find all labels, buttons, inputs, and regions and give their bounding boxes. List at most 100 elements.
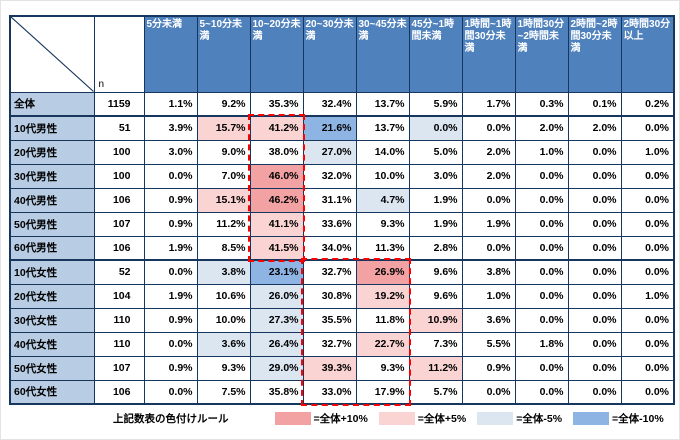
- value-cell: 0.0%: [567, 283, 622, 309]
- value-cell: 1.8%: [514, 331, 569, 357]
- legend-item: =全体-5%: [477, 411, 562, 426]
- value-cell: 0.2%: [620, 91, 675, 117]
- table-row: 50代女性 107 0.9% 9.3% 29.0% 39.3% 9.3% 11.2% 0.9% 0…: [9, 355, 675, 381]
- value-cell: 2.0%: [567, 115, 622, 141]
- value-cell: 2.0%: [461, 139, 516, 165]
- value-cell: 21.6%: [302, 115, 357, 141]
- value-cell: 0.0%: [567, 211, 622, 237]
- value-cell: 33.6%: [302, 211, 357, 237]
- value-cell: 9.3%: [355, 211, 410, 237]
- n-column-header: n: [93, 15, 145, 93]
- diagonal-header-cell: [9, 15, 95, 93]
- value-cell: 13.7%: [355, 115, 410, 141]
- value-cell: 0.0%: [567, 379, 622, 405]
- legend-item-label: =全体+10%: [313, 413, 368, 425]
- value-cell: 0.0%: [143, 379, 198, 405]
- n-value: 106: [93, 235, 145, 261]
- legend-item-label: =全体-5%: [516, 413, 563, 425]
- value-cell: 5.7%: [408, 379, 463, 405]
- value-cell: 27.3%: [249, 307, 304, 333]
- value-cell: 32.7%: [302, 331, 357, 357]
- value-cell: 0.0%: [408, 115, 463, 141]
- value-cell: 17.9%: [355, 379, 410, 405]
- value-cell: 1.7%: [461, 91, 516, 117]
- value-cell: 41.5%: [249, 235, 304, 261]
- legend-item: =全体+10%: [274, 411, 368, 426]
- table-row: 40代男性 106 0.9% 15.1% 46.2% 31.1% 4.7% 1.9% 0.0% 0…: [9, 187, 675, 213]
- row-label: 50代女性: [9, 355, 95, 381]
- value-cell: 0.3%: [514, 91, 569, 117]
- n-value: 107: [93, 211, 145, 237]
- value-cell: 0.0%: [461, 379, 516, 405]
- value-cell: 10.0%: [196, 307, 251, 333]
- table-row: 60代女性 106 0.0% 7.5% 35.8% 33.0% 17.9% 5.7% 0.0% 0…: [9, 379, 675, 405]
- table-row: 40代女性 110 0.0% 3.6% 26.4% 32.7% 22.7% 7.3% 5.5% 1…: [9, 331, 675, 357]
- n-value: 52: [93, 259, 145, 285]
- value-cell: 26.4%: [249, 331, 304, 357]
- row-label: 40代女性: [9, 331, 95, 357]
- table-row: 30代男性 100 0.0% 7.0% 46.0% 32.0% 10.0% 3.0% 2.0% 0…: [9, 163, 675, 189]
- value-cell: 0.0%: [620, 235, 675, 261]
- value-cell: 0.0%: [567, 331, 622, 357]
- legend-swatch-plus10: [274, 412, 311, 425]
- value-cell: 1.0%: [461, 283, 516, 309]
- value-cell: 0.0%: [620, 307, 675, 333]
- value-cell: 0.0%: [567, 163, 622, 189]
- value-cell: 0.0%: [514, 379, 569, 405]
- value-cell: 3.6%: [461, 307, 516, 333]
- column-header-9: 2時間30分以上: [620, 15, 675, 93]
- n-value: 106: [93, 187, 145, 213]
- table-row: 全体 1159 1.1% 9.2% 35.3% 32.4% 13.7% 5.9% 1.7% 0.3…: [9, 91, 675, 117]
- value-cell: 19.2%: [355, 283, 410, 309]
- value-cell: 38.0%: [249, 139, 304, 165]
- value-cell: 5.5%: [461, 331, 516, 357]
- value-cell: 31.1%: [302, 187, 357, 213]
- legend-item: =全体+5%: [378, 411, 466, 426]
- n-value: 110: [93, 331, 145, 357]
- value-cell: 29.0%: [249, 355, 304, 381]
- value-cell: 0.0%: [461, 187, 516, 213]
- value-cell: 3.8%: [461, 259, 516, 285]
- n-value: 100: [93, 139, 145, 165]
- column-header-1: 5~10分未満: [196, 15, 251, 93]
- value-cell: 35.3%: [249, 91, 304, 117]
- value-cell: 33.0%: [302, 379, 357, 405]
- value-cell: 0.0%: [514, 283, 569, 309]
- value-cell: 0.0%: [620, 163, 675, 189]
- value-cell: 0.0%: [567, 235, 622, 261]
- value-cell: 0.0%: [567, 139, 622, 165]
- value-cell: 1.9%: [408, 187, 463, 213]
- value-cell: 1.9%: [461, 211, 516, 237]
- table-row: 60代男性 106 1.9% 8.5% 41.5% 34.0% 11.3% 2.8% 0.0% 0…: [9, 235, 675, 261]
- value-cell: 7.3%: [408, 331, 463, 357]
- table-row: 10代男性 51 3.9% 15.7% 41.2% 21.6% 13.7% 0.0% 0.0% 2…: [9, 115, 675, 141]
- value-cell: 0.0%: [620, 331, 675, 357]
- value-cell: 3.0%: [408, 163, 463, 189]
- value-cell: 0.9%: [143, 211, 198, 237]
- value-cell: 3.8%: [196, 259, 251, 285]
- value-cell: 32.7%: [302, 259, 357, 285]
- value-cell: 0.9%: [143, 355, 198, 381]
- value-cell: 0.0%: [461, 115, 516, 141]
- value-cell: 0.0%: [514, 307, 569, 333]
- value-cell: 35.8%: [249, 379, 304, 405]
- column-header-8: 2時間~2時間30分未満: [567, 15, 622, 93]
- n-label: n: [98, 78, 105, 90]
- value-cell: 0.1%: [567, 91, 622, 117]
- value-cell: 0.0%: [143, 259, 198, 285]
- column-header-3: 20~30分未満: [302, 15, 357, 93]
- value-cell: 2.0%: [461, 163, 516, 189]
- table-row: 10代女性 52 0.0% 3.8% 23.1% 32.7% 26.9% 9.6% 3.8% 0.…: [9, 259, 675, 285]
- value-cell: 41.2%: [249, 115, 304, 141]
- value-cell: 1.1%: [143, 91, 198, 117]
- value-cell: 15.7%: [196, 115, 251, 141]
- value-cell: 0.0%: [514, 259, 569, 285]
- value-cell: 0.0%: [514, 211, 569, 237]
- n-value: 110: [93, 307, 145, 333]
- value-cell: 9.3%: [196, 355, 251, 381]
- n-value: 51: [93, 115, 145, 141]
- row-label: 10代男性: [9, 115, 95, 141]
- value-cell: 41.1%: [249, 211, 304, 237]
- value-cell: 9.3%: [355, 355, 410, 381]
- row-label: 30代女性: [9, 307, 95, 333]
